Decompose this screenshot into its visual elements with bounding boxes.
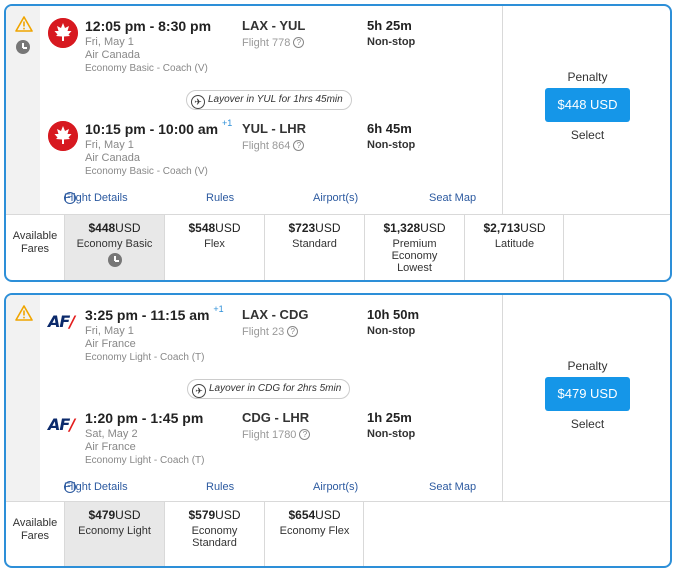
flight-date: Fri, May 1 [85,36,134,48]
flight-number: Flight 1780? [242,429,311,441]
fare-option[interactable]: $548USD Flex [164,215,264,280]
flight-duration: 5h 25m [367,18,412,33]
plane-icon: ✈ [191,95,205,109]
itinerary-links: − Flight Details Rules Airport(s) Seat Ma… [64,481,477,493]
fare-option[interactable]: $723USD Standard [264,215,364,280]
price-button[interactable]: $448 USD [545,88,630,122]
itinerary-card-air-canada: 12:05 pm - 8:30 pm Fri, May 1 Air Canada… [4,4,672,282]
flight-leg-2: AF/ 1:20 pm - 1:45 pm Sat, May 2 Air Fra… [40,404,502,474]
flight-number: Flight 864? [242,140,305,152]
stops: Non-stop [367,139,416,151]
flight-leg-2: 10:15 pm - 10:00 am +1 Fri, May 1 Air Ca… [40,115,502,185]
info-icon[interactable]: ? [293,37,305,48]
rules-link[interactable]: Rules [206,481,235,493]
penalty-label[interactable]: Penalty [567,359,608,373]
info-icon[interactable]: ? [287,326,299,337]
layover-badge: ✈ Layover in YUL for 1hrs 45min [186,90,352,110]
rules-link[interactable]: Rules [206,192,235,204]
flight-leg-1: 12:05 pm - 8:30 pm Fri, May 1 Air Canada… [40,12,502,82]
flight-leg-1: AF/ 3:25 pm - 11:15 am +1 Fri, May 1 Air… [40,301,502,371]
price-button[interactable]: $479 USD [545,377,630,411]
clock-icon [107,253,122,267]
penalty-label[interactable]: Penalty [567,70,608,84]
flight-details-area: 12:05 pm - 8:30 pm Fri, May 1 Air Canada… [6,6,502,214]
flight-date: Fri, May 1 [85,139,134,151]
airline-name: Air Canada [85,49,141,61]
fare-option[interactable]: $1,328USD Premium Economy Lowest [364,215,464,280]
alert-column [6,295,40,501]
flight-duration: 6h 45m [367,121,412,136]
available-fares-label: Available Fares [12,230,58,255]
available-fares-label: Available Fares [12,517,58,542]
seat-map-link[interactable]: Seat Map [429,481,477,493]
flight-number: Flight 778? [242,37,305,49]
flight-times: 10:15 pm - 10:00 am +1 [85,118,233,137]
airline-name: Air Canada [85,152,141,164]
stops: Non-stop [367,36,416,48]
stops: Non-stop [367,428,416,440]
cabin-class: Economy Basic - Coach (V) [85,166,208,177]
flight-times: 1:20 pm - 1:45 pm [85,410,204,426]
layover-badge: ✈ Layover in CDG for 2hrs 5min [187,379,351,399]
air-canada-logo [48,18,78,48]
fare-divider [563,215,564,280]
clock-icon [16,40,30,54]
flight-times: 12:05 pm - 8:30 pm [85,18,212,34]
minus-circle-icon: − [64,481,76,493]
airports-link[interactable]: Airport(s) [313,192,359,204]
itinerary-links: − Flight Details Rules Airport(s) Seat Ma… [64,192,477,204]
warning-icon [15,305,33,321]
route: LAX - YUL [242,18,306,33]
plane-icon: ✈ [192,384,206,398]
info-icon[interactable]: ? [299,429,311,440]
stops: Non-stop [367,325,416,337]
airline-name: Air France [85,338,136,350]
airline-name: Air France [85,441,136,453]
airports-link[interactable]: Airport(s) [313,481,359,493]
select-label[interactable]: Select [570,128,605,142]
fare-divider [363,502,364,566]
cabin-class: Economy Basic - Coach (V) [85,63,208,74]
flight-duration: 10h 50m [367,307,420,322]
cabin-class: Economy Light - Coach (T) [85,455,205,466]
route: CDG - LHR [242,410,310,425]
flight-details-area: AF/ 3:25 pm - 11:15 am +1 Fri, May 1 Air… [6,295,502,503]
alert-column [6,6,40,214]
select-label[interactable]: Select [570,417,605,431]
price-panel: Penalty $448 USD Select [502,6,670,214]
itinerary-card-air-france: AF/ 3:25 pm - 11:15 am +1 Fri, May 1 Air… [4,293,672,568]
flight-date: Sat, May 2 [85,428,138,440]
fare-option[interactable]: $579USD Economy Standard [164,502,264,566]
flight-date: Fri, May 1 [85,325,134,337]
cabin-class: Economy Light - Coach (T) [85,352,205,363]
available-fares-row: Available Fares $479USD Economy Light $5… [6,501,670,566]
air-canada-logo [48,121,78,151]
price-panel: Penalty $479 USD Select [502,295,670,501]
fare-option[interactable]: $479USD Economy Light [64,502,164,566]
fare-option[interactable]: $448USD Economy Basic [64,215,164,280]
flight-times: 3:25 pm - 11:15 am +1 [85,304,224,323]
fare-option[interactable]: $654USD Economy Flex [264,502,364,566]
air-france-logo: AF/ [48,312,75,331]
flight-duration: 1h 25m [367,410,412,425]
available-fares-row: Available Fares $448USD Economy Basic $5… [6,214,670,280]
route: YUL - LHR [242,121,307,136]
seat-map-link[interactable]: Seat Map [429,192,477,204]
warning-icon [15,16,33,32]
air-france-logo: AF/ [48,415,75,434]
route: LAX - CDG [242,307,309,322]
flight-number: Flight 23? [242,326,299,338]
fare-option[interactable]: $2,713USD Latitude [464,215,564,280]
info-icon[interactable]: ? [293,140,305,151]
minus-circle-icon: − [64,192,76,204]
